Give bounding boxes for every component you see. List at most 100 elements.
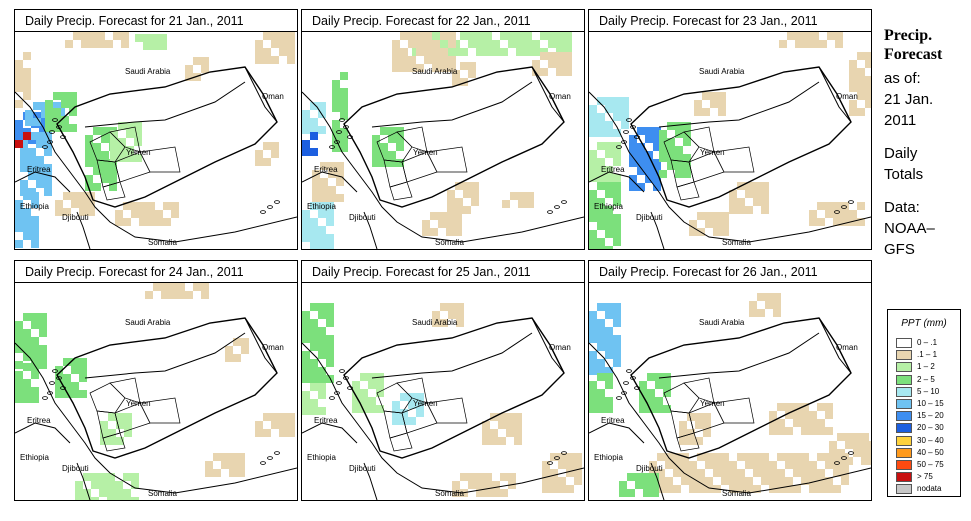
map-label-djibouti: Djibouti (62, 213, 89, 222)
precip-cell (817, 477, 825, 485)
precip-cell (302, 399, 310, 407)
precip-cell (63, 374, 71, 382)
map-label-eritrea: Eritrea (601, 165, 625, 174)
precip-cell (392, 64, 400, 72)
precip-cell (83, 497, 91, 500)
issue-date-line: as of: (884, 70, 921, 87)
precip-cell (63, 208, 71, 216)
precip-cell (745, 453, 753, 461)
legend-swatch (896, 386, 912, 397)
precip-cell (448, 32, 456, 40)
precip-cell (679, 421, 687, 429)
precip-cell (15, 100, 23, 108)
precip-cell (91, 481, 99, 489)
precip-cell (105, 40, 113, 48)
precip-cell (853, 433, 861, 441)
precip-cell (605, 150, 613, 158)
precip-cell (653, 127, 661, 135)
precip-cell (589, 113, 597, 121)
precip-cell (107, 481, 115, 489)
precip-cell (110, 154, 118, 162)
precip-cell (498, 421, 506, 429)
district-border (139, 146, 181, 173)
precip-cell (368, 397, 376, 405)
precip-cell (318, 202, 326, 210)
precip-cell (447, 190, 455, 198)
precip-cell (637, 159, 645, 167)
precip-cell (185, 291, 193, 299)
precip-cell (548, 40, 556, 48)
precip-cell (15, 224, 23, 232)
precip-cell (793, 411, 801, 419)
precip-cell (271, 32, 279, 40)
precip-cell (589, 238, 597, 246)
precip-cell (703, 421, 711, 429)
precip-cell (629, 143, 637, 151)
precip-cell (769, 477, 777, 485)
precip-cell (271, 413, 279, 421)
precip-cell (255, 429, 263, 437)
precip-cell (605, 343, 613, 351)
precip-cell (809, 485, 817, 493)
precip-cell (326, 234, 334, 242)
precip-cell (460, 62, 468, 70)
precip-cell (287, 48, 295, 56)
precip-cell (803, 40, 811, 48)
island-outline (561, 451, 567, 455)
precip-cell (713, 461, 721, 469)
precip-cell (271, 150, 279, 158)
precip-cell (737, 485, 745, 493)
precip-cell (795, 40, 803, 48)
precip-cell (89, 40, 97, 48)
precip-cell (23, 84, 31, 92)
precip-cell (550, 469, 558, 477)
precip-cell (605, 121, 613, 129)
precip-cell (408, 417, 416, 425)
precip-cell (613, 198, 621, 206)
precip-cell (28, 148, 36, 156)
island-outline (329, 145, 335, 149)
precip-cell (849, 76, 857, 84)
precip-cell (392, 40, 400, 48)
precip-cell (432, 48, 440, 56)
precip-cell (20, 148, 28, 156)
precip-cell (310, 343, 318, 351)
island-outline (56, 376, 62, 380)
precip-cell (452, 78, 460, 86)
precip-cell (492, 481, 500, 489)
precip-cell (597, 121, 605, 129)
map-label-oman: Oman (262, 343, 284, 352)
precip-cell (452, 481, 460, 489)
precip-cell (79, 366, 87, 374)
precip-cell (637, 127, 645, 135)
precip-cell (360, 389, 368, 397)
precip-cell (61, 100, 69, 108)
precip-cell (424, 32, 432, 40)
precip-cell (452, 489, 460, 497)
precip-cell (161, 283, 169, 291)
precip-cell (597, 367, 605, 375)
precip-cell (97, 32, 105, 40)
precip-cell (849, 60, 857, 68)
island-outline (334, 391, 340, 395)
precip-cell (556, 52, 564, 60)
precip-cell (729, 461, 737, 469)
precip-cell (679, 429, 687, 437)
precip-cell (340, 104, 348, 112)
precip-cell (524, 32, 532, 40)
precip-cell (869, 449, 871, 457)
precip-cell (368, 381, 376, 389)
map-label-saudi: Saudi Arabia (412, 318, 458, 327)
precip-cell (468, 62, 476, 70)
precip-cell (659, 146, 667, 154)
precip-cell (23, 329, 31, 337)
country-border (244, 66, 278, 123)
precip-cell (861, 441, 869, 449)
precip-cell (31, 387, 39, 395)
precip-cell (605, 335, 613, 343)
map-label-somalia: Somalia (435, 238, 464, 247)
precip-cell (31, 112, 39, 120)
district-border (676, 432, 700, 452)
precip-cell (589, 206, 597, 214)
precip-cell (448, 311, 456, 319)
